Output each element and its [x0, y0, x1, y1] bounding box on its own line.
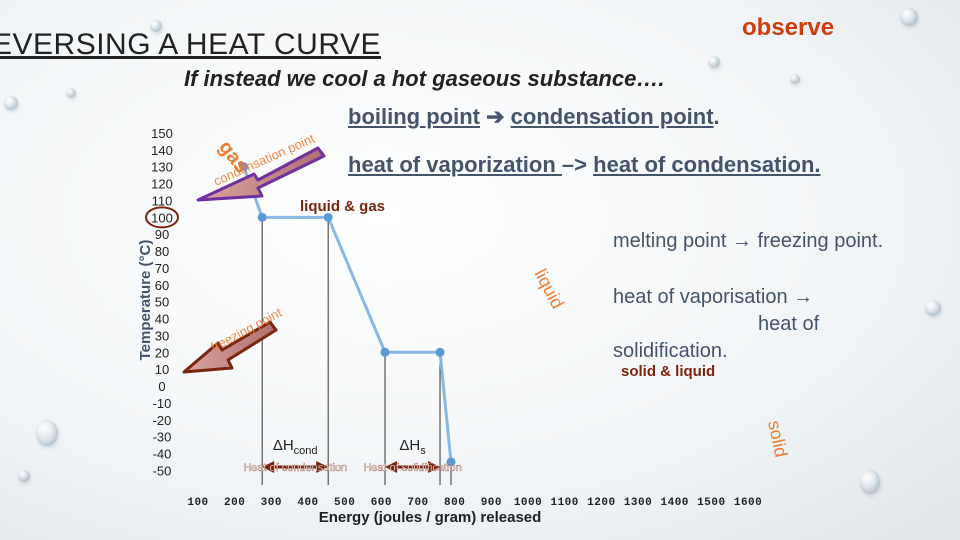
water-droplet — [790, 74, 800, 84]
y-tick-label: 80 — [155, 244, 169, 259]
right-arrow-icon: ➔ — [486, 104, 505, 129]
bracket-caption: Heat of solidification — [363, 462, 461, 474]
heat-of-condensation-text: heat of condensation — [593, 152, 815, 177]
x-tick-label: 300 — [261, 497, 282, 509]
curve-point — [323, 212, 333, 222]
x-tick-label: 400 — [297, 497, 318, 509]
x-axis-label: Energy (joules / gram) released — [319, 509, 542, 526]
bracket-symbol: ΔHs — [399, 437, 426, 457]
y-highlight-circle — [145, 206, 179, 229]
y-tick-label: 60 — [155, 278, 169, 293]
slide-subtitle: If instead we cool a hot gaseous substan… — [184, 66, 665, 91]
y-tick-label: 110 — [152, 193, 173, 208]
heat-of-vaporization-text: heat of vaporization — [348, 152, 562, 177]
period-text: . — [814, 152, 821, 177]
y-tick-label: 10 — [155, 362, 169, 377]
curve-segment — [438, 352, 453, 463]
bracket-arrowhead — [262, 461, 275, 473]
vaporization-condensation-line: heat of vaporization –> heat of condensa… — [348, 152, 821, 178]
x-tick-label: 900 — [481, 497, 502, 509]
x-tick-label: 1100 — [550, 497, 578, 509]
y-tick-label: 130 — [151, 160, 173, 175]
period-text: . — [713, 104, 720, 129]
y-tick-label: 150 — [151, 126, 173, 141]
bracket-symbol: ΔHcond — [273, 437, 318, 457]
y-tick-label: -50 — [153, 463, 172, 478]
vaporisation-line-2: heat of — [758, 313, 820, 335]
curve-point — [435, 347, 445, 357]
observe-label: observe — [742, 14, 835, 41]
water-droplet — [900, 8, 918, 26]
y-tick-label: -20 — [153, 413, 172, 428]
condensation-point-arrow — [196, 146, 326, 202]
y-tick-label: 30 — [155, 328, 169, 343]
x-tick-label: 1500 — [697, 497, 725, 509]
water-droplet — [4, 96, 18, 110]
boiling-point-text: boiling point — [348, 104, 480, 129]
y-tick-label: 50 — [155, 295, 169, 310]
slide-title: EVERSING A HEAT CURVE — [0, 28, 381, 61]
curve-point — [257, 212, 267, 222]
bracket-arrowhead — [385, 461, 398, 473]
water-droplet — [66, 88, 76, 98]
y-tick-label: -40 — [153, 447, 172, 462]
y-tick-label: 140 — [151, 143, 173, 158]
bracket-caption: Heat of condensation — [243, 462, 347, 474]
x-tick-label: 500 — [334, 497, 355, 509]
water-droplet — [150, 20, 162, 32]
curve-point — [380, 347, 390, 357]
x-tick-label: 1400 — [661, 497, 689, 509]
condensation-point-text: condensation point — [510, 104, 714, 129]
x-tick-label: 1200 — [587, 497, 615, 509]
curve-point — [446, 457, 456, 467]
region-label-liquid: liquid — [530, 265, 567, 312]
y-tick-label: 120 — [151, 177, 173, 192]
y-tick-label: -10 — [153, 396, 172, 411]
region-label-solid: solid — [764, 419, 791, 459]
water-droplet — [18, 470, 30, 482]
y-tick-label: 100 — [151, 210, 173, 225]
curve-segment — [326, 216, 387, 353]
bracket-arrowhead — [428, 461, 441, 473]
x-tick-label: 1000 — [514, 497, 542, 509]
vaporisation-line-3: solidification. — [613, 340, 728, 362]
x-tick-label: 800 — [444, 497, 465, 509]
y-tick-label: 70 — [155, 261, 169, 276]
melting-freezing-line: melting point → freezing point. — [613, 230, 884, 252]
y-tick-label: 20 — [155, 345, 169, 360]
curve-point — [239, 162, 249, 172]
dash-arrow-text: –> — [561, 152, 588, 177]
water-droplet — [925, 300, 941, 316]
y-tick-label: 0 — [158, 379, 165, 394]
boiling-condensation-line: boiling point ➔ condensation point. — [348, 104, 720, 130]
water-droplet — [708, 56, 720, 68]
y-tick-label: 40 — [155, 312, 169, 327]
water-droplet — [860, 470, 880, 494]
y-axis-label: Temperature (°C) — [137, 240, 154, 361]
x-tick-label: 1600 — [734, 497, 762, 509]
y-tick-label: -30 — [153, 430, 172, 445]
freezing-point-arrow — [182, 320, 278, 374]
x-tick-label: 200 — [224, 497, 245, 509]
region-label-liquid-gas: liquid & gas — [300, 198, 385, 215]
x-tick-label: 700 — [407, 497, 428, 509]
y-tick-label: 90 — [155, 227, 169, 242]
bracket-arrowhead — [316, 461, 329, 473]
vaporisation-line-1: heat of vaporisation → — [613, 286, 814, 308]
x-tick-label: 100 — [187, 497, 208, 509]
water-droplet — [36, 420, 58, 446]
x-tick-label: 1300 — [624, 497, 652, 509]
x-tick-label: 600 — [371, 497, 392, 509]
region-label-solid-liquid: solid & liquid — [621, 363, 715, 380]
